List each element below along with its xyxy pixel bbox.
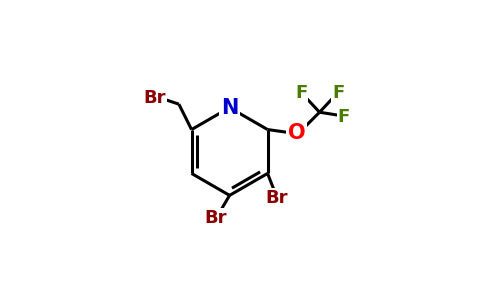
Text: O: O [287, 123, 305, 143]
Text: Br: Br [204, 209, 227, 227]
Text: N: N [221, 98, 238, 118]
Text: Br: Br [143, 89, 166, 107]
Text: F: F [338, 108, 350, 126]
Text: F: F [332, 84, 344, 102]
Text: F: F [295, 84, 307, 102]
Text: Br: Br [266, 189, 288, 207]
